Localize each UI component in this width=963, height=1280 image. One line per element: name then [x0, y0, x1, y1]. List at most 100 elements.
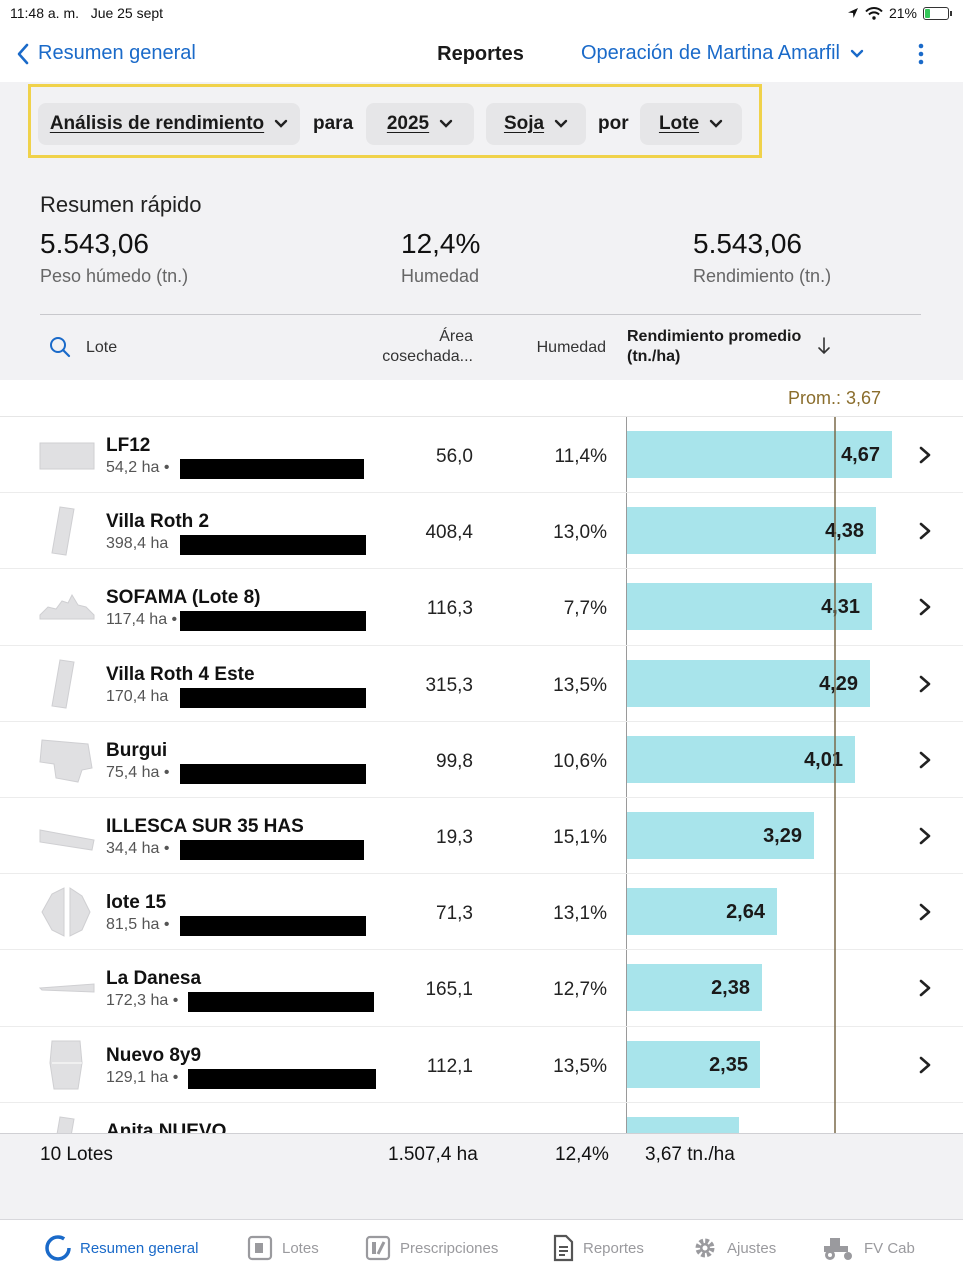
yield-bar: 4,29 [627, 659, 870, 707]
filter-highlight: Análisis de rendimiento para 2025 Soja p… [28, 84, 762, 158]
metric-wet-weight: 5.543,06 Peso húmedo (tn.) [40, 228, 188, 287]
chevron-right-icon [919, 1056, 931, 1073]
chevron-down-icon [439, 119, 453, 128]
field-shape-thumbnail [39, 829, 95, 851]
header-yield[interactable]: Rendimiento promedio (tn./ha) [627, 328, 802, 365]
year-select[interactable]: 2025 [366, 103, 474, 145]
search-icon[interactable] [48, 335, 72, 359]
field-shape-thumbnail [38, 983, 95, 993]
crop-select[interactable]: Soja [486, 103, 586, 145]
redacted-text [180, 763, 366, 784]
lot-area: 99,8 [436, 750, 473, 772]
chevron-right-icon [919, 751, 931, 769]
wet-weight-value: 5.543,06 [40, 228, 149, 259]
wifi-icon [865, 6, 883, 20]
yield-bar: 4,38 [627, 507, 876, 555]
lot-moisture: 11,4% [554, 446, 607, 467]
crop-label: Soja [503, 113, 545, 134]
yield-bar: 2,38 [627, 964, 762, 1012]
lot-moisture: 15,1% [553, 826, 607, 848]
chevron-down-icon [850, 49, 864, 58]
metric-yield: 5.543,06 Rendimiento (tn.) [693, 228, 831, 287]
chevron-right-icon [919, 522, 931, 540]
table-row[interactable]: lote 15 81,5 ha • 71,3 13,1% 2,64 [0, 874, 963, 951]
table-row[interactable]: La Danesa 172,3 ha • 165,1 12,7% 2,38 [0, 950, 963, 1027]
tab-label: Prescripciones [400, 1239, 499, 1257]
report-type-select[interactable]: Análisis de rendimiento [38, 103, 300, 145]
battery-icon [923, 6, 952, 20]
chevron-right-icon [919, 599, 931, 616]
battery-percent: 21% [888, 5, 917, 21]
lot-moisture: 13,1% [553, 903, 607, 925]
lot-name: La Danesa [106, 968, 202, 990]
header-lote[interactable]: Lote [86, 339, 118, 356]
tab-label: Reportes [583, 1239, 644, 1257]
redacted-text [180, 687, 366, 708]
tab-fv-cab[interactable]: FV Cab [822, 1234, 915, 1262]
connector-por: por [598, 113, 629, 134]
field-shape-thumbnail [39, 594, 95, 620]
table-row[interactable]: Anita NUEVO [0, 1103, 963, 1133]
sort-down-icon[interactable] [816, 335, 832, 357]
tab-reportes[interactable]: Reportes [551, 1234, 644, 1262]
chevron-down-icon [274, 119, 288, 128]
yield-bar [627, 1116, 739, 1133]
quick-summary: Resumen rápido 5.543,06 Peso húmedo (tn.… [0, 162, 963, 380]
table-row[interactable]: ILLESCA SUR 35 HAS 34,4 ha • 19,3 15,1% 3,29 [0, 798, 963, 875]
redacted-text [180, 535, 366, 556]
table-row[interactable]: LF12 54,2 ha • 56,0 11,4% 4,67 [0, 417, 963, 494]
yield-value: 2,35 [709, 1053, 748, 1076]
yield-bar: 4,67 [627, 431, 892, 478]
status-time: 11:48 a. m. Jue 25 sept [10, 5, 164, 21]
totals-footer: 10 Lotes 1.507,4 ha 12,4% 3,67 tn./ha [0, 1133, 963, 1219]
redacted-text [188, 992, 374, 1013]
tab-bar: Resumen general Lotes Prescripciones Rep… [0, 1219, 963, 1280]
tab-prescripciones[interactable]: Prescripciones [364, 1234, 498, 1262]
chevron-right-icon [919, 903, 931, 921]
filter-bar: Análisis de rendimiento para 2025 Soja p… [0, 82, 963, 162]
lot-name: Nuevo 8y9 [106, 1044, 202, 1066]
tab-lotes[interactable]: Lotes [246, 1234, 319, 1262]
lot-name: Anita NUEVO [106, 1120, 227, 1133]
tab-label: Ajustes [727, 1239, 777, 1257]
chevron-down-icon [709, 119, 723, 128]
field-shape-thumbnail [51, 506, 75, 556]
lot-moisture: 13,5% [553, 674, 607, 696]
yield-label: Rendimiento (tn.) [693, 266, 832, 286]
lot-size: 117,4 ha • [106, 611, 178, 629]
lot-name: Burgui [106, 739, 168, 761]
lot-area: 112,1 [426, 1055, 473, 1077]
header-moisture[interactable]: Humedad [536, 339, 606, 356]
table-header: Lote Área cosechada... Humedad Rendimien… [0, 315, 963, 380]
chevron-right-icon [919, 446, 931, 464]
yield-value: 4,38 [825, 520, 864, 543]
redacted-text [180, 611, 366, 632]
average-marker-line [834, 417, 836, 1133]
redacted-text [180, 459, 364, 479]
operation-selector[interactable]: Operación de Martina Amarfil [581, 42, 864, 65]
average-label: Prom.: 3,67 [788, 388, 882, 408]
table-row[interactable]: Villa Roth 4 Este 170,4 ha 315,3 13,5% 4,29 [0, 646, 963, 722]
yield-value: 2,64 [726, 901, 765, 924]
table-row[interactable]: SOFAMA (Lote 8) 117,4 ha • 116,3 7,7% 4,31 [0, 569, 963, 646]
tab-ajustes[interactable]: Ajustes [691, 1234, 776, 1262]
table-row[interactable]: Burgui 75,4 ha • 99,8 10,6% 4,01 [0, 722, 963, 798]
lot-size: 34,4 ha • [106, 839, 170, 857]
table-row[interactable]: Nuevo 8y9 129,1 ha • 112,1 13,5% 2,35 [0, 1027, 963, 1103]
operation-label: Operación de Martina Amarfil [581, 42, 841, 64]
yield-value: 2,38 [711, 977, 750, 1000]
field-icon [247, 1235, 273, 1261]
back-button[interactable]: Resumen general [16, 42, 196, 65]
lot-size: 172,3 ha • [106, 992, 179, 1010]
group-select[interactable]: Lote [640, 103, 742, 145]
status-right: 21% [847, 5, 952, 21]
table-row[interactable]: Villa Roth 2 398,4 ha 408,4 13,0% 4,38 [0, 493, 963, 570]
header-area[interactable]: Área cosechada... [382, 328, 473, 365]
lot-size: 54,2 ha • [106, 459, 170, 476]
tab-resumen-general[interactable]: Resumen general [44, 1234, 198, 1262]
yield-value: 3,29 [763, 824, 802, 847]
yield-bar: 2,35 [627, 1040, 760, 1088]
more-options-icon[interactable] [912, 42, 930, 66]
summary-ring-icon [45, 1235, 71, 1261]
total-count: 10 Lotes [40, 1144, 113, 1165]
